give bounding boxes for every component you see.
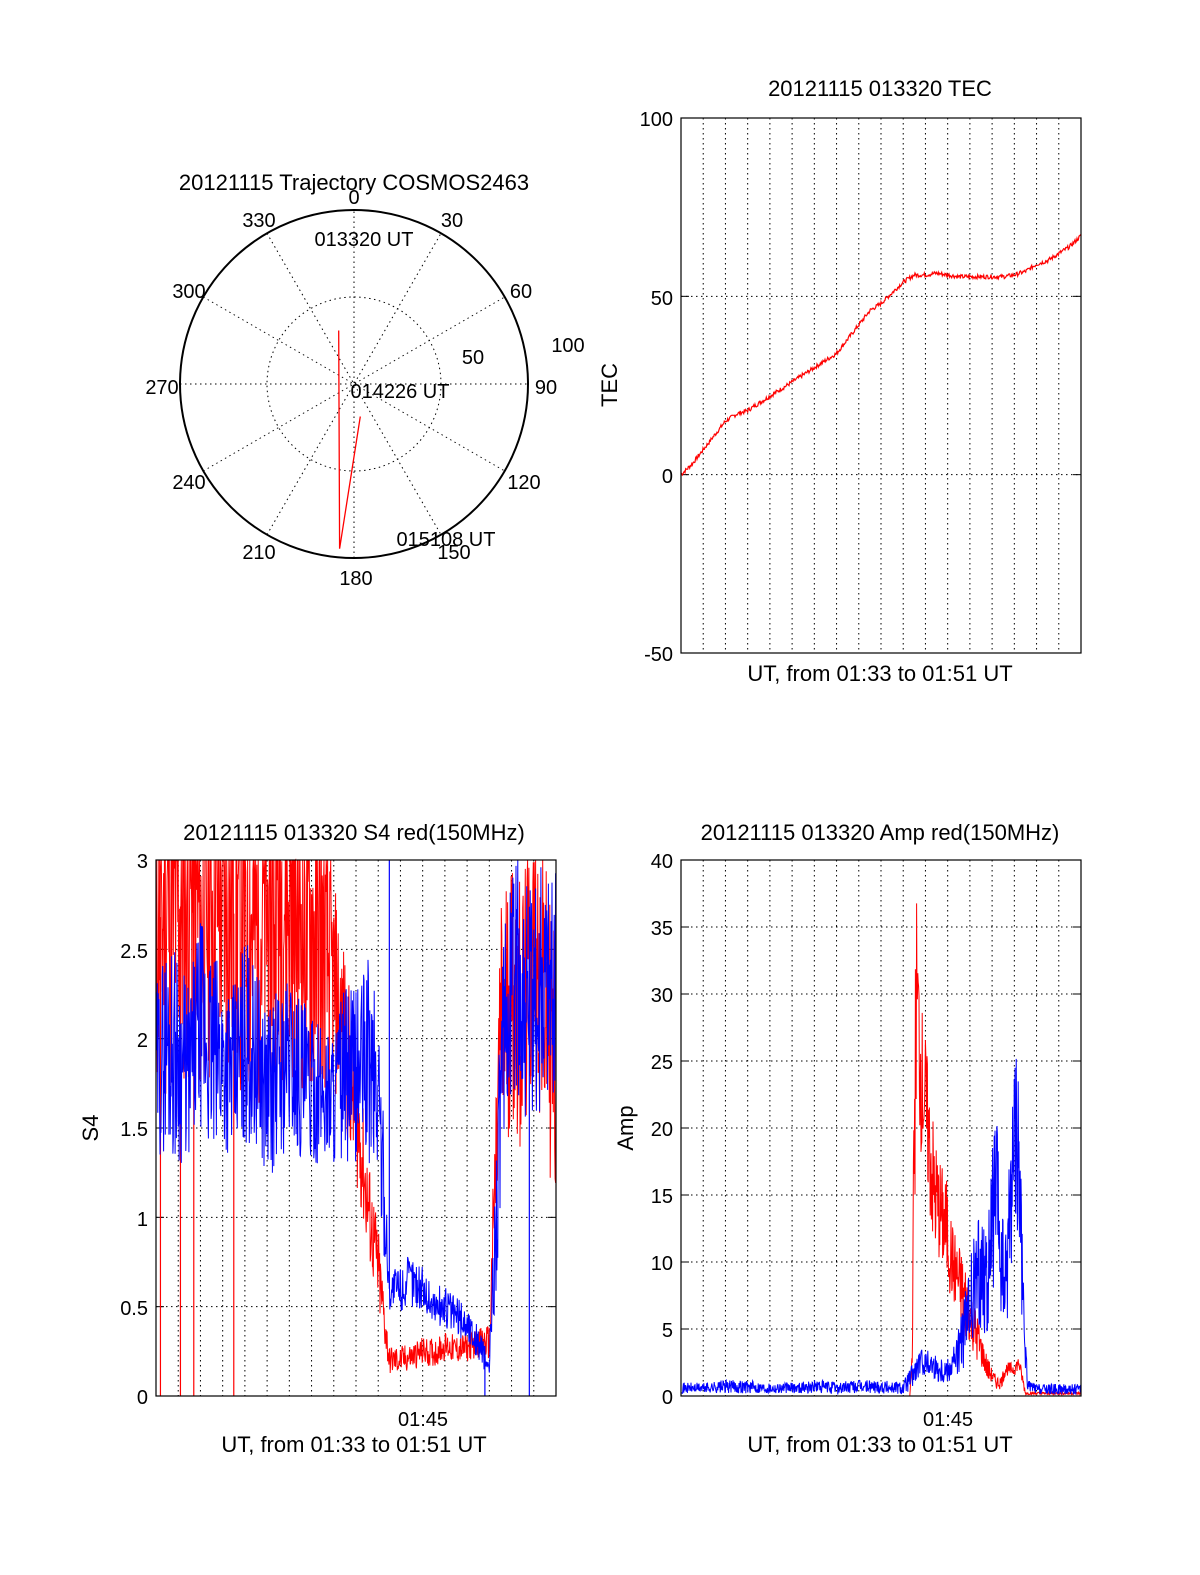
tec-ytick-0: 0 <box>662 466 673 488</box>
radial-label-50: 50 <box>462 347 484 369</box>
amp-ytick-40: 40 <box>651 851 673 873</box>
angle-label-30: 30 <box>441 210 463 232</box>
angle-label-90: 90 <box>535 377 557 399</box>
amp-xtick-0145: 01:45 <box>923 1409 973 1431</box>
tec-ytick-100: 100 <box>640 109 673 131</box>
polar-spoke <box>266 233 442 535</box>
blue-series-line <box>155 859 557 1373</box>
amp-title: 20121115 013320 Amp red(150MHz) <box>701 820 1060 845</box>
amp-chart: 20121115 013320 Amp red(150MHz) 0 5 10 1… <box>613 820 1082 1457</box>
s4-ytick-0-5: 0.5 <box>120 1298 148 1320</box>
amp-series <box>680 903 1082 1397</box>
tec-ytick-50: 50 <box>651 288 673 310</box>
polar-grid <box>180 210 528 558</box>
radial-label-100: 100 <box>551 335 584 357</box>
s4-xtick-0145: 01:45 <box>398 1409 448 1431</box>
amp-ytick-35: 35 <box>651 918 673 940</box>
s4-ytick-0: 0 <box>137 1387 148 1409</box>
trajectory-point-label-start: 013320 UT <box>315 229 414 251</box>
amp-ytick-10: 10 <box>651 1253 673 1275</box>
angle-label-300: 300 <box>172 281 205 303</box>
trajectory-title: 20121115 Trajectory COSMOS2463 <box>179 170 529 195</box>
polar-spoke <box>203 296 505 472</box>
tec-plot-frame <box>680 117 1082 654</box>
trajectory-point-label-end: 015108 UT <box>397 529 496 551</box>
tec-chart: 20121115 013320 TEC 100 50 0 -50 TEC UT,… <box>597 76 1082 686</box>
amp-ytick-5: 5 <box>662 1320 673 1342</box>
tec-ytick-minus50: -50 <box>644 644 673 666</box>
trajectory-point-label-mid: 014226 UT <box>351 381 450 403</box>
s4-ytick-3: 3 <box>137 851 148 873</box>
s4-title: 20121115 013320 S4 red(150MHz) <box>183 820 525 845</box>
amp-ytick-25: 25 <box>651 1052 673 1074</box>
amp-ytick-20: 20 <box>651 1119 673 1141</box>
tec-xlabel: UT, from 01:33 to 01:51 UT <box>747 661 1012 686</box>
angle-label-150: 150 <box>437 542 470 564</box>
s4-ytick-2: 2 <box>137 1030 148 1052</box>
angle-label-0: 0 <box>348 187 359 209</box>
tec-grid <box>681 117 1081 654</box>
polar-spoke <box>203 296 505 472</box>
s4-ytick-1: 1 <box>137 1209 148 1231</box>
blue-series-line <box>680 1058 1082 1396</box>
s4-xlabel: UT, from 01:33 to 01:51 UT <box>221 1432 486 1457</box>
amp-grid <box>681 859 1081 1397</box>
polar-spoke <box>266 233 442 535</box>
trajectory-line <box>338 330 361 549</box>
angle-label-240: 240 <box>172 472 205 494</box>
s4-chart: 20121115 013320 S4 red(150MHz) 0 0.5 1 1… <box>78 820 557 1457</box>
amp-ylabel: Amp <box>613 1105 638 1150</box>
tec-series-line <box>680 234 1082 477</box>
trajectory-chart: 20121115 Trajectory COSMOS2463 0 30 60 9… <box>145 170 584 590</box>
trajectory-track <box>338 330 361 549</box>
s4-series <box>155 858 557 1396</box>
s4-plot-frame <box>155 859 557 1397</box>
s4-ytick-2-5: 2.5 <box>120 941 148 963</box>
tec-ylabel: TEC <box>597 363 622 407</box>
tec-title: 20121115 013320 TEC <box>768 76 992 101</box>
amp-ytick-30: 30 <box>651 985 673 1007</box>
amp-ytick-0: 0 <box>662 1387 673 1409</box>
angle-label-270: 270 <box>145 377 178 399</box>
angle-label-120: 120 <box>507 472 540 494</box>
tec-series <box>680 234 1082 477</box>
s4-ytick-1-5: 1.5 <box>120 1119 148 1141</box>
amp-ytick-15: 15 <box>651 1186 673 1208</box>
polar-outer-ring <box>179 209 529 559</box>
angle-label-330: 330 <box>242 210 275 232</box>
amp-xlabel: UT, from 01:33 to 01:51 UT <box>747 1432 1012 1457</box>
red-series-line <box>681 903 1082 1397</box>
angle-label-60: 60 <box>510 281 532 303</box>
amp-plot-frame <box>680 859 1082 1397</box>
s4-ylabel: S4 <box>78 1115 103 1142</box>
angle-label-210: 210 <box>242 542 275 564</box>
angle-label-180: 180 <box>339 568 372 590</box>
